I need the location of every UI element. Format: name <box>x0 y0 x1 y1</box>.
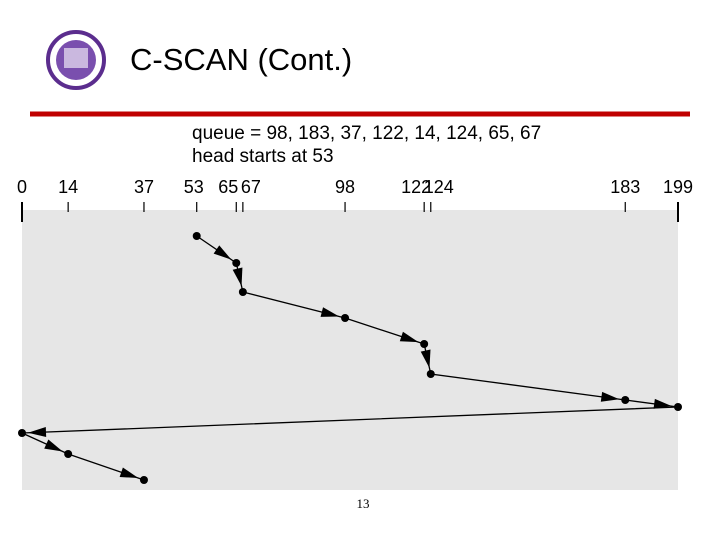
x-tick-label: 67 <box>241 177 261 197</box>
arrowhead <box>213 245 232 260</box>
x-tick-label: 199 <box>663 177 693 197</box>
x-tick-label: 65 <box>218 177 238 197</box>
annotation: head starts at 53 <box>192 146 334 167</box>
arrowhead <box>27 427 47 438</box>
point <box>238 288 247 296</box>
point <box>139 476 148 484</box>
x-tick-label: 122 <box>401 177 431 197</box>
page-number: 13 <box>357 496 370 511</box>
point <box>674 403 682 411</box>
point <box>64 450 73 458</box>
arrowhead <box>232 267 243 287</box>
point <box>420 340 429 348</box>
point <box>341 314 350 322</box>
x-tick-label: 124 <box>424 177 454 197</box>
arrowhead <box>320 307 340 317</box>
x-tick-label: 14 <box>58 177 78 197</box>
point <box>18 429 26 437</box>
x-tick-label: 53 <box>184 177 204 197</box>
arrowhead <box>119 467 139 479</box>
logo <box>46 30 106 90</box>
point <box>621 396 630 404</box>
x-tick-label: 37 <box>134 177 154 197</box>
x-tick-label: 0 <box>17 177 27 197</box>
x-tick-label: 183 <box>610 177 640 197</box>
arrowhead <box>600 391 620 402</box>
slide-title: C-SCAN (Cont.) <box>130 42 352 77</box>
point <box>192 232 201 240</box>
arrowhead <box>653 398 673 409</box>
arrowhead <box>399 331 419 343</box>
arrowhead <box>420 349 431 369</box>
point <box>426 370 435 378</box>
plot-area <box>22 210 678 490</box>
point <box>232 259 241 267</box>
arrowhead <box>44 439 63 452</box>
annotation: queue = 98, 183, 37, 122, 14, 124, 65, 6… <box>192 123 541 144</box>
x-tick-label: 98 <box>335 177 355 197</box>
